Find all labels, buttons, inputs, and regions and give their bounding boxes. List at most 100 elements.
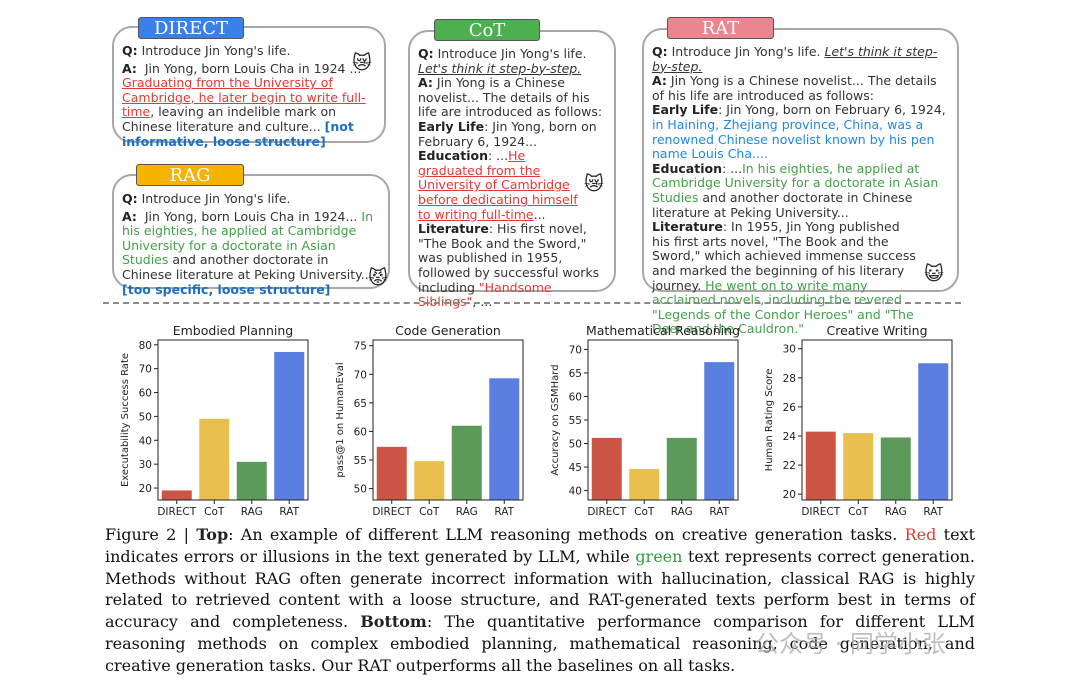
x-tick-label: CoT xyxy=(848,506,869,518)
plot-frame xyxy=(157,339,309,501)
y-axis-label: Executability Success Rate xyxy=(120,353,131,487)
y-tick-label: 22 xyxy=(783,460,796,472)
plot-frame xyxy=(587,339,739,501)
y-tick-label: 55 xyxy=(569,415,582,427)
cot-literature: Literature: His first novel, "The Book a… xyxy=(418,221,600,310)
direct-panel: Q: Introduce Jin Yong's life. A: Jin Yon… xyxy=(112,26,386,148)
x-tick-label: DIRECT xyxy=(587,506,626,518)
crying-cat-icon: 😿 xyxy=(584,173,604,195)
x-tick-label: DIRECT xyxy=(801,506,840,518)
watermark: 公众号 · 同学小张 xyxy=(755,630,946,658)
x-tick-label: CoT xyxy=(419,506,440,518)
y-tick-label: 50 xyxy=(139,411,152,423)
bar-rat xyxy=(918,363,949,500)
bar-cot xyxy=(414,461,445,500)
y-tick-label: 65 xyxy=(569,368,582,380)
chart-title: Creative Writing xyxy=(826,323,927,338)
bar-direct xyxy=(805,431,836,500)
chart-embodied-planning: Embodied Planning Executability Success R… xyxy=(114,322,314,522)
y-tick-label: 50 xyxy=(569,439,582,451)
cot-answer-intro: A: Jin Yong is a Chinese novelist... The… xyxy=(418,75,603,120)
x-tick-label: RAG xyxy=(241,506,263,518)
chart-creative-writing: Creative Writing Human Rating Score 20 22 24… xyxy=(758,322,958,522)
chart-code-generation: Code Generation pass@1 on HumanEval 50 55 60… xyxy=(329,322,529,522)
x-tick-label: RAT xyxy=(279,506,299,518)
rat-tag: RAT xyxy=(667,17,774,39)
y-tick-label: 60 xyxy=(139,388,152,400)
x-tick-label: RAG xyxy=(885,506,907,518)
bar-rag xyxy=(451,425,482,500)
y-tick-label: 20 xyxy=(783,489,796,501)
direct-question: Q: Introduce Jin Yong's life. xyxy=(122,43,291,58)
y-tick-label: 70 xyxy=(139,364,152,376)
section-divider xyxy=(103,302,961,304)
x-tick-label: DIRECT xyxy=(372,506,411,518)
bar-rag xyxy=(880,437,911,500)
cot-panel: Q: Introduce Jin Yong's life. Let's thin… xyxy=(408,30,616,309)
y-axis-label: Accuracy on GSMHard xyxy=(550,364,561,475)
y-tick-label: 40 xyxy=(569,486,582,498)
smiling-cat-icon: 😺 xyxy=(924,263,944,285)
bar-direct xyxy=(376,446,407,500)
rat-panel: Q: Introduce Jin Yong's life. Let's thin… xyxy=(642,28,959,336)
y-tick-label: 50 xyxy=(354,484,367,496)
y-tick-label: 70 xyxy=(354,369,367,381)
rat-early-life: Early Life: Jin Yong, born on February 6… xyxy=(652,102,946,162)
bar-rat xyxy=(489,378,520,500)
direct-answer: A: Jin Yong, born Louis Cha in 1924 ... … xyxy=(122,60,366,149)
cot-question: Q: Introduce Jin Yong's life. Let's thin… xyxy=(418,46,587,76)
y-axis-label: pass@1 on HumanEval xyxy=(335,362,346,477)
x-tick-label: DIRECT xyxy=(157,506,196,518)
rag-answer: A: Jin Yong, born Louis Cha in 1924... I… xyxy=(122,208,373,297)
y-tick-label: 45 xyxy=(569,462,582,474)
crying-cat-icon: 😿 xyxy=(352,52,372,74)
x-tick-label: RAT xyxy=(494,506,514,518)
x-tick-label: RAG xyxy=(456,506,478,518)
chart-mathematical-reasoning: Mathematical Reasoning Accuracy on GSMHar… xyxy=(544,322,744,522)
y-tick-label: 30 xyxy=(783,344,796,356)
y-axis-label: Human Rating Score xyxy=(764,369,775,472)
bar-cot xyxy=(199,418,230,500)
bar-cot xyxy=(843,433,874,500)
bar-direct xyxy=(161,490,192,500)
y-tick-label: 24 xyxy=(783,431,797,443)
plot-frame xyxy=(801,339,953,501)
y-tick-label: 28 xyxy=(783,373,796,385)
cot-tag: CoT xyxy=(434,19,540,41)
chart-title: Mathematical Reasoning xyxy=(586,323,740,338)
y-tick-label: 55 xyxy=(354,455,367,467)
y-tick-label: 70 xyxy=(569,344,582,356)
cot-early-life: Early Life: Jin Yong, born on February 6… xyxy=(418,118,597,149)
x-tick-label: RAT xyxy=(923,506,943,518)
bar-direct xyxy=(591,437,622,500)
y-tick-label: 65 xyxy=(354,398,367,410)
rat-literature: Literature: In 1955, Jin Yong published … xyxy=(652,219,916,337)
chart-title: Embodied Planning xyxy=(173,323,294,338)
plot-frame xyxy=(372,339,524,501)
rat-answer-intro: A: Jin Yong is a Chinese novelist... The… xyxy=(652,73,937,103)
rat-education: Education: ...In his eighties, he applie… xyxy=(652,160,939,220)
rag-panel: Q: Introduce Jin Yong's life. A: Jin Yon… xyxy=(112,174,390,296)
rag-question: Q: Introduce Jin Yong's life. xyxy=(122,191,291,206)
y-tick-label: 26 xyxy=(783,402,797,414)
x-tick-label: RAT xyxy=(709,506,729,518)
x-tick-label: RAG xyxy=(671,506,693,518)
figure-caption: Figure 2 | Top: An example of different … xyxy=(105,525,976,675)
x-tick-label: CoT xyxy=(634,506,655,518)
y-tick-label: 60 xyxy=(569,391,582,403)
y-tick-label: 75 xyxy=(354,341,367,353)
x-tick-label: CoT xyxy=(204,506,225,518)
y-tick-label: 40 xyxy=(139,435,152,447)
y-tick-label: 80 xyxy=(139,340,152,352)
bar-rat xyxy=(704,362,735,500)
y-tick-label: 60 xyxy=(354,426,367,438)
y-tick-label: 20 xyxy=(139,483,152,495)
chart-title: Code Generation xyxy=(395,323,501,338)
bar-rag xyxy=(236,461,267,500)
bar-rag xyxy=(666,437,697,500)
rat-question: Q: Introduce Jin Yong's life. Let's thin… xyxy=(652,44,938,74)
rag-tag: RAG xyxy=(136,164,244,186)
pouting-cat-icon: 😾 xyxy=(368,267,388,289)
bar-cot xyxy=(629,468,660,500)
y-tick-label: 30 xyxy=(139,459,152,471)
